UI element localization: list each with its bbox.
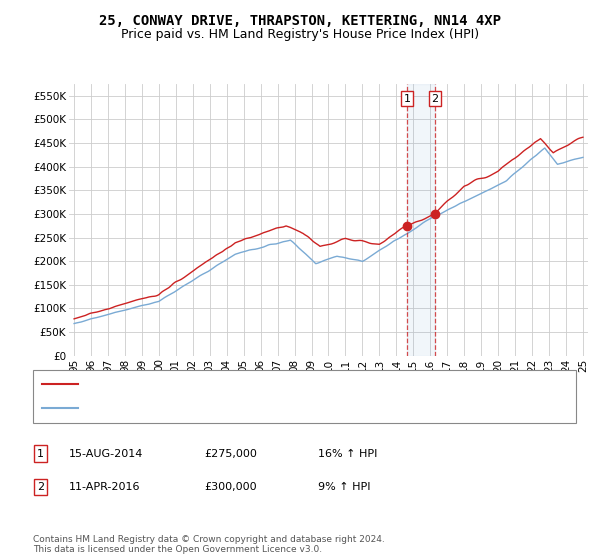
Text: £275,000: £275,000 (204, 449, 257, 459)
Text: £300,000: £300,000 (204, 482, 257, 492)
Text: 25, CONWAY DRIVE, THRAPSTON, KETTERING, NN14 4XP: 25, CONWAY DRIVE, THRAPSTON, KETTERING, … (99, 14, 501, 28)
Text: 25, CONWAY DRIVE, THRAPSTON, KETTERING, NN14 4XP (detached house): 25, CONWAY DRIVE, THRAPSTON, KETTERING, … (84, 379, 472, 389)
Text: 2: 2 (431, 94, 439, 104)
Text: 11-APR-2016: 11-APR-2016 (69, 482, 140, 492)
Text: 16% ↑ HPI: 16% ↑ HPI (318, 449, 377, 459)
Text: 2: 2 (37, 482, 44, 492)
Text: 1: 1 (403, 94, 410, 104)
Text: Contains HM Land Registry data © Crown copyright and database right 2024.
This d: Contains HM Land Registry data © Crown c… (33, 535, 385, 554)
Text: Price paid vs. HM Land Registry's House Price Index (HPI): Price paid vs. HM Land Registry's House … (121, 28, 479, 41)
Text: 15-AUG-2014: 15-AUG-2014 (69, 449, 143, 459)
Bar (407, 84, 435, 356)
Text: HPI: Average price, detached house, North Northamptonshire: HPI: Average price, detached house, Nort… (84, 403, 404, 413)
Text: 1: 1 (37, 449, 44, 459)
Text: 9% ↑ HPI: 9% ↑ HPI (318, 482, 371, 492)
